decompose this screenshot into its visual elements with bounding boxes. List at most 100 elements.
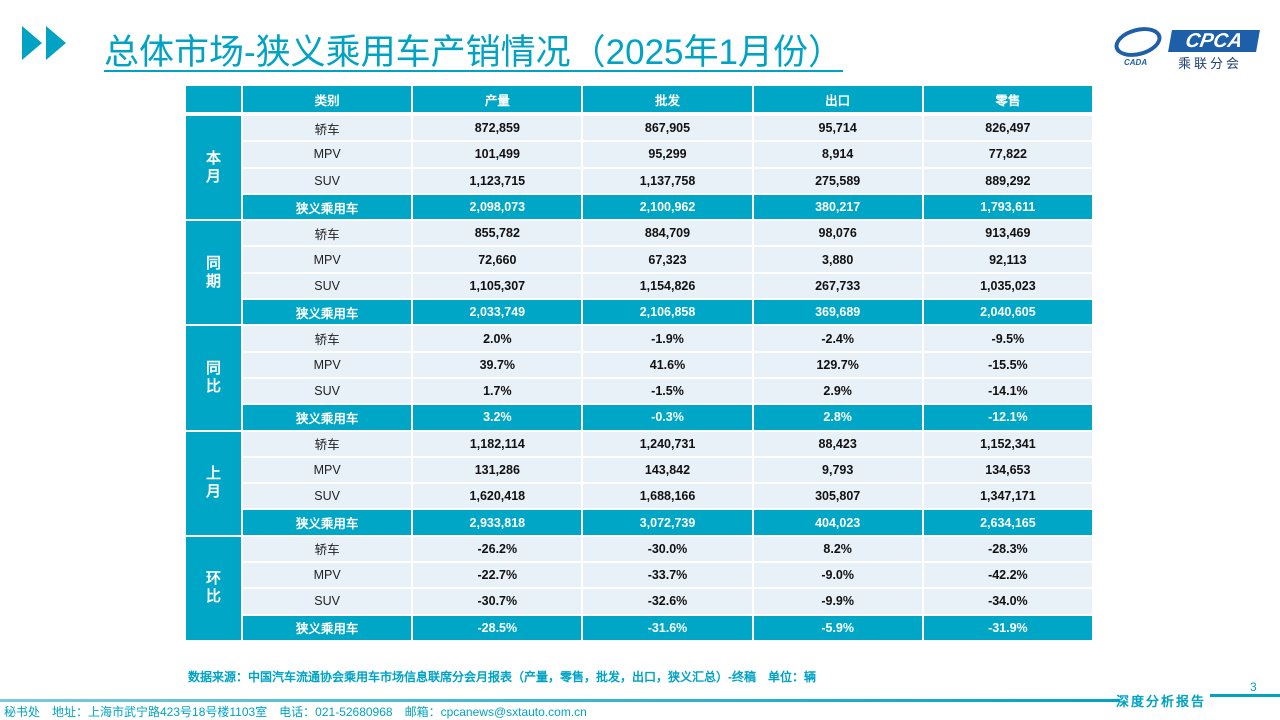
value-cell: 267,733 bbox=[753, 273, 924, 301]
table-row: 狭义乘用车 2,098,073 2,100,962 380,217 1,793,611 bbox=[186, 194, 1094, 222]
value-cell: 134,653 bbox=[923, 457, 1094, 485]
value-cell: -15.5% bbox=[923, 352, 1094, 379]
value-cell: 41.6% bbox=[583, 352, 754, 379]
category-cell: SUV bbox=[243, 589, 414, 616]
value-cell: 1,182,114 bbox=[413, 431, 584, 458]
value-cell: 1,688,166 bbox=[583, 484, 754, 511]
table-row: MPV 131,286 143,842 9,793 134,653 bbox=[186, 457, 1094, 485]
category-cell: MPV bbox=[243, 457, 414, 485]
value-cell: 2.8% bbox=[753, 405, 924, 432]
value-cell: -9.5% bbox=[923, 326, 1094, 353]
value-cell: -28.5% bbox=[413, 615, 584, 642]
value-cell: 72,660 bbox=[413, 247, 584, 274]
logo-emblem-icon bbox=[1111, 22, 1165, 62]
value-cell: 889,292 bbox=[923, 168, 1094, 195]
value-cell: 39.7% bbox=[413, 352, 584, 379]
group-label: 本月 bbox=[186, 116, 244, 222]
value-cell: 1,105,307 bbox=[413, 273, 584, 301]
value-cell: 2,040,605 bbox=[923, 300, 1094, 327]
value-cell: 380,217 bbox=[753, 194, 924, 222]
column-header: 类别 bbox=[243, 86, 414, 116]
value-cell: 2,100,962 bbox=[583, 194, 754, 222]
value-cell: 1.7% bbox=[413, 378, 584, 406]
value-cell: 2.0% bbox=[413, 326, 584, 353]
value-cell: -0.3% bbox=[583, 405, 754, 432]
value-cell: 2,033,749 bbox=[413, 300, 584, 327]
category-cell: 狭义乘用车 bbox=[243, 194, 414, 222]
table-row: MPV -22.7% -33.7% -9.0% -42.2% bbox=[186, 563, 1094, 590]
data-source: 数据来源：中国汽车流通协会乘用车市场信息联席分会月报表（产量，零售，批发，出口，… bbox=[188, 670, 817, 684]
value-cell: 88,423 bbox=[753, 431, 924, 458]
table-row: 狭义乘用车 3.2% -0.3% 2.8% -12.1% bbox=[186, 405, 1094, 432]
value-cell: 67,323 bbox=[583, 247, 754, 274]
table-row: 狭义乘用车 2,933,818 3,072,739 404,023 2,634,165 bbox=[186, 510, 1094, 537]
value-cell: 1,035,023 bbox=[923, 273, 1094, 301]
category-cell: MPV bbox=[243, 247, 414, 274]
value-cell: 884,709 bbox=[583, 221, 754, 248]
category-cell: 轿车 bbox=[243, 221, 414, 248]
value-cell: -5.9% bbox=[753, 615, 924, 642]
category-cell: 狭义乘用车 bbox=[243, 405, 414, 432]
value-cell: 2,106,858 bbox=[583, 300, 754, 327]
value-cell: 2.9% bbox=[753, 378, 924, 406]
group-label: 同比 bbox=[186, 326, 244, 432]
footer-divider-right bbox=[1210, 694, 1280, 697]
category-cell: 轿车 bbox=[243, 326, 414, 353]
value-cell: -14.1% bbox=[923, 378, 1094, 406]
value-cell: 872,859 bbox=[413, 116, 584, 143]
value-cell: 305,807 bbox=[753, 484, 924, 511]
value-cell: 3.2% bbox=[413, 405, 584, 432]
value-cell: 2,634,165 bbox=[923, 510, 1094, 537]
value-cell: 95,714 bbox=[753, 116, 924, 143]
category-cell: 轿车 bbox=[243, 431, 414, 458]
page-number: 3 bbox=[1250, 680, 1257, 694]
value-cell: 1,137,758 bbox=[583, 168, 754, 195]
table-row: 本月轿车 872,859 867,905 95,714 826,497 bbox=[186, 116, 1094, 222]
table-row: SUV 1.7% -1.5% 2.9% -14.1% bbox=[186, 378, 1094, 406]
category-cell: MPV bbox=[243, 563, 414, 590]
value-cell: 275,589 bbox=[753, 168, 924, 195]
value-cell: -32.6% bbox=[583, 589, 754, 616]
value-cell: 8,914 bbox=[753, 142, 924, 169]
value-cell: -1.9% bbox=[583, 326, 754, 353]
category-cell: 狭义乘用车 bbox=[243, 510, 414, 537]
page-title: 总体市场-狭义乘用车产销情况（2025年1月份） bbox=[104, 33, 843, 72]
value-cell: 1,793,611 bbox=[923, 194, 1094, 222]
table-row: SUV 1,123,715 1,137,758 275,589 889,292 bbox=[186, 168, 1094, 195]
category-cell: SUV bbox=[243, 484, 414, 511]
table-row: 同比轿车 2.0% -1.9% -2.4% -9.5% bbox=[186, 326, 1094, 432]
table-row: 同期轿车 855,782 884,709 98,076 913,469 bbox=[186, 221, 1094, 327]
table-row: SUV -30.7% -32.6% -9.9% -34.0% bbox=[186, 589, 1094, 616]
value-cell: -22.7% bbox=[413, 563, 584, 590]
value-cell: 867,905 bbox=[583, 116, 754, 143]
value-cell: -9.9% bbox=[753, 589, 924, 616]
logo-cn: 乘联分会 bbox=[1178, 56, 1243, 71]
chevron-icon bbox=[22, 26, 70, 60]
value-cell: 95,299 bbox=[583, 142, 754, 169]
table-row: 狭义乘用车 -28.5% -31.6% -5.9% -31.9% bbox=[186, 615, 1094, 642]
value-cell: 826,497 bbox=[923, 116, 1094, 143]
column-header: 批发 bbox=[583, 86, 754, 116]
value-cell: -2.4% bbox=[753, 326, 924, 353]
value-cell: 1,123,715 bbox=[413, 168, 584, 195]
value-cell: 8.2% bbox=[753, 536, 924, 564]
value-cell: -9.0% bbox=[753, 563, 924, 590]
group-label: 同期 bbox=[186, 221, 244, 327]
value-cell: 101,499 bbox=[413, 142, 584, 169]
category-cell: 轿车 bbox=[243, 536, 414, 564]
value-cell: -28.3% bbox=[923, 536, 1094, 564]
value-cell: 3,880 bbox=[753, 247, 924, 274]
logo-en: CADA bbox=[1124, 58, 1148, 67]
value-cell: -30.7% bbox=[413, 589, 584, 616]
value-cell: 404,023 bbox=[753, 510, 924, 537]
column-header: 产量 bbox=[413, 86, 584, 116]
cpca-logo: CADA CPCA 乘联分会 bbox=[1110, 22, 1260, 71]
category-cell: SUV bbox=[243, 168, 414, 195]
value-cell: 9,793 bbox=[753, 457, 924, 485]
table-header-row: 类别 产量 批发 出口 零售 bbox=[186, 86, 1094, 116]
value-cell: 855,782 bbox=[413, 221, 584, 248]
column-header: 出口 bbox=[753, 86, 924, 116]
value-cell: 1,154,826 bbox=[583, 273, 754, 301]
column-header bbox=[186, 86, 244, 116]
logo-text: CPCA bbox=[1168, 30, 1260, 52]
